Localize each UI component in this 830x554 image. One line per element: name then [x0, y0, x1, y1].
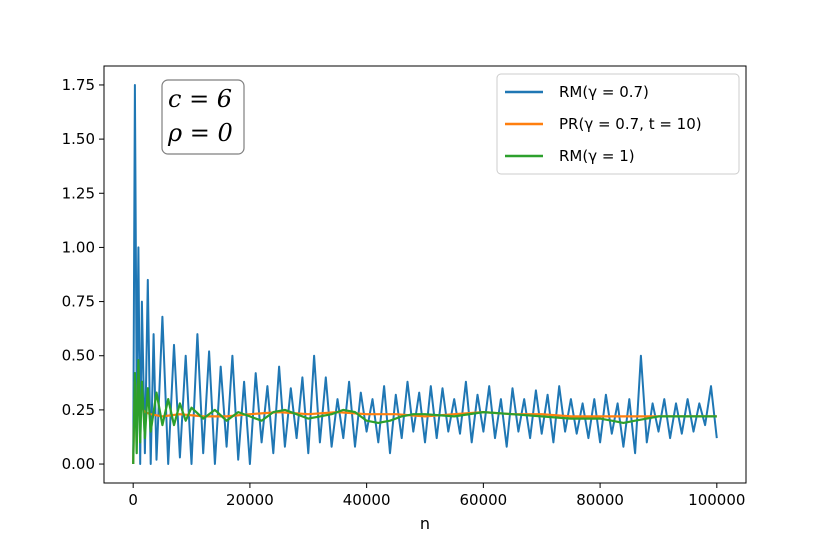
x-tick-label: 0 [128, 491, 138, 509]
plot-area [132, 84, 718, 465]
series-line-2 [132, 359, 717, 465]
y-tick-label: 1.75 [62, 76, 95, 94]
annotation-line-2: ρ = 0 [167, 119, 233, 147]
y-tick-label: 0.50 [62, 347, 95, 365]
legend-entry-label: RM(γ = 0.7) [559, 83, 649, 101]
legend: RM(γ = 0.7) PR(γ = 0.7, t = 10) RM(γ = 1) [496, 73, 740, 175]
series-line-0 [132, 84, 718, 465]
x-tick-label: 20000 [226, 491, 274, 509]
x-tick-label: 60000 [460, 491, 508, 509]
y-tick-label: 1.00 [62, 238, 95, 256]
legend-entry-label: RM(γ = 1) [559, 147, 635, 165]
legend-frame [496, 73, 740, 175]
x-tick-label: 80000 [576, 491, 624, 509]
annotation-box: c = 6 ρ = 0 [161, 79, 245, 155]
x-axis-label: n [420, 514, 430, 533]
y-tick-label: 0.75 [62, 293, 95, 311]
legend-entry-label: PR(γ = 0.7, t = 10) [559, 115, 702, 133]
ticks: 0 20000 40000 60000 80000 100000 0.00 0.25 0.50 0… [62, 76, 746, 509]
y-tick-label: 0.25 [62, 401, 95, 419]
y-tick-label: 0.00 [62, 455, 95, 473]
axes [103, 65, 747, 484]
axes-frame [103, 65, 747, 484]
annotation-line-1: c = 6 [168, 85, 232, 113]
x-tick-label: 40000 [343, 491, 391, 509]
y-tick-label: 1.25 [62, 184, 95, 202]
x-tick-label: 100000 [688, 491, 745, 509]
y-tick-label: 1.50 [62, 130, 95, 148]
